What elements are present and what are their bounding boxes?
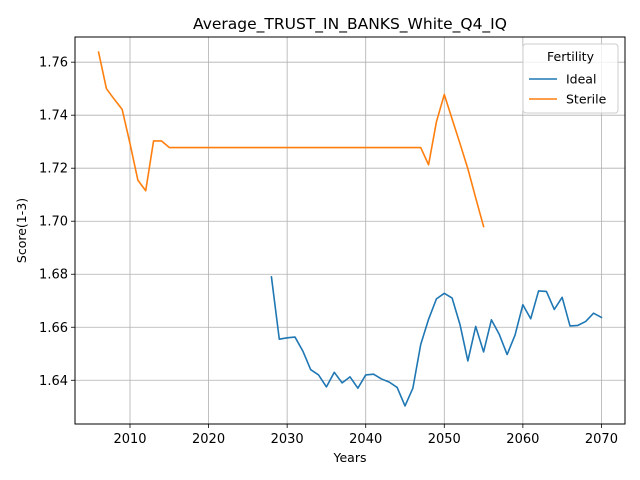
chart-title: Average_TRUST_IN_BANKS_White_Q4_IQ — [193, 15, 507, 34]
x-axis: 2010 2020 2030 2040 2050 2060 2070 — [113, 424, 618, 447]
legend-entry-sterile: Sterile — [566, 92, 607, 107]
legend-items: Ideal Sterile — [529, 72, 607, 107]
legend-box — [522, 43, 619, 114]
x-tick-label: 2060 — [506, 432, 539, 447]
series-group — [97, 51, 603, 407]
x-tick-label: 2050 — [428, 432, 461, 447]
y-axis: 1.64 1.66 1.68 1.70 1.72 1.74 1.76 — [39, 56, 75, 389]
x-tick-label: 2010 — [113, 432, 146, 447]
x-axis-label: Years — [333, 450, 367, 465]
y-tick-label: 1.74 — [39, 109, 68, 124]
series-line-ideal — [270, 275, 603, 407]
legend-title: Fertility — [547, 49, 595, 64]
x-tick-label: 2070 — [585, 432, 618, 447]
y-tick-label: 1.76 — [39, 56, 68, 71]
y-tick-label: 1.66 — [39, 321, 68, 336]
x-tick-label: 2040 — [349, 432, 382, 447]
y-tick-label: 1.68 — [39, 268, 68, 283]
x-tick-label: 2030 — [271, 432, 304, 447]
series-line-sterile — [97, 51, 485, 228]
y-axis-label: Score(1-3) — [14, 198, 29, 263]
y-tick-label: 1.64 — [39, 374, 68, 389]
legend-entry-ideal: Ideal — [566, 72, 596, 87]
y-tick-label: 1.70 — [39, 215, 68, 230]
grid — [75, 37, 625, 424]
y-tick-label: 1.72 — [39, 162, 68, 177]
x-tick-label: 2020 — [192, 432, 225, 447]
legend: Fertility Ideal Sterile — [522, 43, 619, 114]
plot-frame — [74, 36, 626, 425]
